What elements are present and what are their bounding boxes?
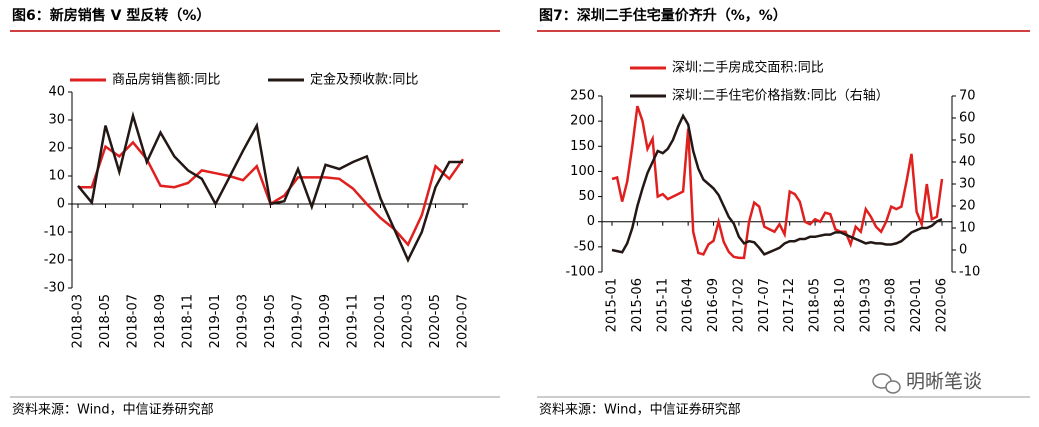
x-tick-label: 2018-10 — [833, 278, 848, 332]
source: 资料来源：Wind，中信证券研究部 — [12, 402, 214, 418]
x-tick-label: 2020-07 — [456, 294, 471, 348]
x-tick-label: 2019-11 — [346, 294, 361, 348]
y-tick-label: 200 — [570, 114, 595, 129]
y-tick-label: 0 — [587, 214, 595, 229]
x-tick-label: 2018-07 — [126, 294, 141, 348]
y2-tick-label: 70 — [959, 89, 976, 104]
watermark-icon — [885, 380, 901, 394]
y2-tick-label: 20 — [959, 199, 976, 214]
x-tick-label: 2018-05 — [98, 294, 113, 348]
x-tick-label: 2019-07 — [291, 294, 306, 348]
watermark: 明晰笔谈 — [872, 371, 982, 394]
x-tick-label: 2018-05 — [808, 278, 823, 332]
x-tick-label: 2017-12 — [782, 278, 797, 332]
x-tick-label: 2017-07 — [757, 278, 772, 332]
y-tick-label: 250 — [570, 89, 595, 104]
series-line — [611, 105, 944, 260]
y-tick-label: -50 — [574, 239, 595, 254]
x-tick-label: 2015-06 — [630, 278, 645, 332]
y2-tick-label: 50 — [959, 133, 976, 148]
y2-tick-label: 0 — [959, 243, 967, 258]
series-line — [78, 140, 465, 247]
x-tick-label: 2020-01 — [373, 294, 388, 348]
y-tick-label: 0 — [57, 197, 65, 212]
x-tick-label: 2019-08 — [884, 278, 899, 332]
y-tick-label: -30 — [44, 281, 65, 296]
x-tick-label: 2018-11 — [181, 294, 196, 348]
x-tick-label: 2019-09 — [318, 294, 333, 348]
x-tick-label: 2017-02 — [731, 278, 746, 332]
legend-label: 深圳:二手房成交面积:同比 — [672, 60, 824, 76]
x-tick-label: 2019-03 — [236, 294, 251, 348]
legend-label: 深圳:二手住宅价格指数:同比（右轴） — [672, 88, 889, 104]
x-tick-label: 2018-03 — [71, 294, 86, 348]
legend-label: 定金及预收款:同比 — [310, 72, 418, 88]
y-tick-label: 40 — [48, 85, 65, 100]
x-tick-label: 2020-06 — [935, 278, 950, 332]
legend-label: 商品房销售额:同比 — [112, 72, 220, 88]
chart-title: 图6：新房销售 V 型反转（%） — [12, 7, 210, 24]
x-tick-label: 2019-01 — [208, 294, 223, 348]
y-tick-label: -10 — [44, 225, 65, 240]
x-tick-label: 2015-11 — [655, 278, 670, 332]
x-tick-label: 2018-09 — [153, 294, 168, 348]
y2-tick-label: 10 — [959, 221, 976, 236]
y-tick-label: -20 — [44, 253, 65, 268]
y2-tick-label: 30 — [959, 177, 976, 192]
x-tick-label: 2016-09 — [706, 278, 721, 332]
y-tick-label: -100 — [565, 265, 595, 280]
x-tick-label: 2016-04 — [681, 278, 696, 332]
x-tick-label: 2015-01 — [605, 278, 620, 332]
source: 资料来源：Wind，中信证券研究部 — [539, 402, 741, 418]
watermark-text: 明晰笔谈 — [906, 371, 982, 393]
x-tick-label: 2019-05 — [263, 294, 278, 348]
y-tick-label: 30 — [48, 113, 65, 128]
series-line — [77, 111, 463, 263]
y-tick-label: 20 — [48, 141, 65, 156]
y2-tick-label: 60 — [959, 111, 976, 126]
x-tick-label: 2019-03 — [858, 278, 873, 332]
y2-tick-label: -10 — [959, 265, 980, 280]
x-tick-label: 2020-01 — [909, 278, 924, 332]
series-line — [611, 113, 943, 256]
y-tick-label: 10 — [48, 169, 65, 184]
y-tick-label: 100 — [570, 164, 595, 179]
chart-title: 图7：深圳二手住宅量价齐升（%，%） — [539, 7, 787, 24]
y-tick-label: 50 — [578, 189, 595, 204]
y-tick-label: 150 — [570, 139, 595, 154]
y2-tick-label: 40 — [959, 155, 976, 170]
x-tick-label: 2020-05 — [428, 294, 443, 348]
x-tick-label: 2020-03 — [401, 294, 416, 348]
